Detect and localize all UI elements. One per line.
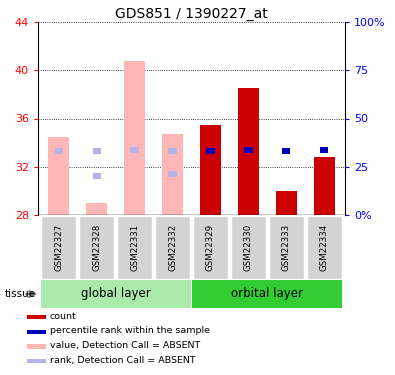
Bar xyxy=(79,216,114,279)
Text: value, Detection Call = ABSENT: value, Detection Call = ABSENT xyxy=(50,341,200,350)
Bar xyxy=(200,124,221,215)
Text: GSM22329: GSM22329 xyxy=(206,224,215,271)
Bar xyxy=(41,216,76,279)
Bar xyxy=(55,148,63,154)
Bar xyxy=(192,280,342,308)
Bar xyxy=(124,61,145,215)
Bar xyxy=(168,171,177,177)
Bar xyxy=(92,148,101,154)
Bar xyxy=(87,203,107,215)
Bar xyxy=(27,359,46,363)
Text: GSM22334: GSM22334 xyxy=(320,224,329,271)
Bar xyxy=(155,216,190,279)
Text: percentile rank within the sample: percentile rank within the sample xyxy=(50,326,210,335)
Text: GSM22333: GSM22333 xyxy=(282,224,291,271)
Bar xyxy=(231,216,266,279)
Bar xyxy=(49,136,69,215)
Bar xyxy=(244,147,252,153)
Bar xyxy=(193,216,228,279)
Title: GDS851 / 1390227_at: GDS851 / 1390227_at xyxy=(115,7,268,21)
Bar xyxy=(307,216,342,279)
Bar xyxy=(130,147,139,153)
Bar xyxy=(117,216,152,279)
Bar xyxy=(27,330,46,334)
Text: GSM22330: GSM22330 xyxy=(244,224,253,271)
Bar xyxy=(238,88,259,215)
Bar xyxy=(168,148,177,154)
Text: count: count xyxy=(50,312,77,321)
Bar xyxy=(27,344,46,348)
Bar xyxy=(269,216,304,279)
Text: GSM22332: GSM22332 xyxy=(168,224,177,271)
Text: global layer: global layer xyxy=(81,288,150,300)
Bar xyxy=(92,173,101,179)
Text: GSM22327: GSM22327 xyxy=(55,224,63,271)
Text: orbital layer: orbital layer xyxy=(231,288,303,300)
Text: GSM22328: GSM22328 xyxy=(92,224,101,271)
Bar xyxy=(320,147,328,153)
Text: tissue: tissue xyxy=(5,289,36,299)
Text: GSM22331: GSM22331 xyxy=(130,224,139,271)
Text: rank, Detection Call = ABSENT: rank, Detection Call = ABSENT xyxy=(50,356,196,365)
Bar xyxy=(206,148,214,154)
Bar xyxy=(314,157,335,215)
Bar xyxy=(27,315,46,319)
Bar xyxy=(282,148,290,154)
Bar xyxy=(276,191,297,215)
Bar xyxy=(162,134,183,215)
Bar xyxy=(41,280,191,308)
